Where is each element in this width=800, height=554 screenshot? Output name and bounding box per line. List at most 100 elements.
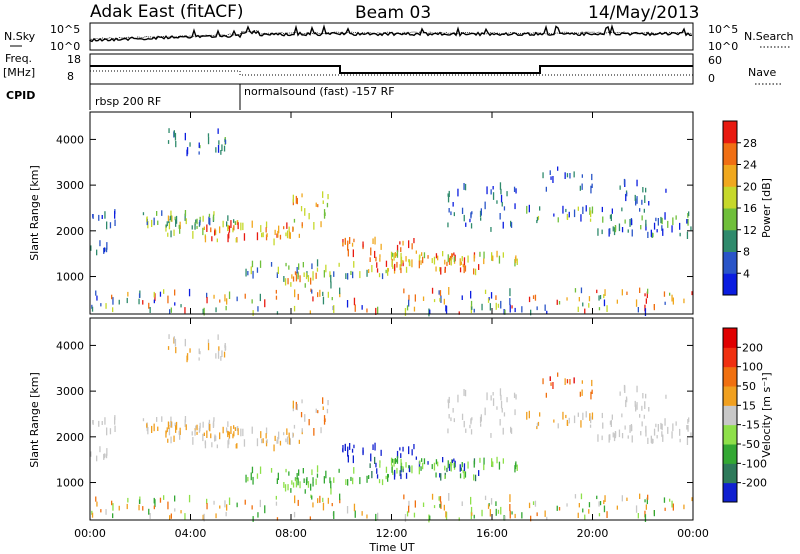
- power-echo: [687, 218, 689, 226]
- power-echo: [400, 256, 403, 265]
- colorbar-tick-label: 12: [743, 224, 757, 237]
- velocity-echo: [126, 503, 128, 510]
- power-echo: [438, 290, 440, 295]
- velocity-echo: [216, 444, 218, 449]
- velocity-echo: [581, 380, 583, 384]
- velocity-echo: [297, 499, 299, 506]
- x-tick-label: 08:00: [275, 527, 307, 540]
- power-echo: [167, 140, 170, 144]
- nsky-trace: [89, 24, 693, 43]
- velocity-echo: [251, 426, 253, 434]
- power-echo: [350, 270, 352, 275]
- power-echo: [496, 200, 498, 204]
- velocity-echo: [105, 454, 108, 459]
- velocity-echo: [331, 503, 333, 507]
- power-echo: [431, 287, 434, 294]
- velocity-echo: [300, 412, 303, 418]
- power-echo: [262, 232, 264, 238]
- power-echo: [465, 222, 467, 227]
- power-echo: [234, 221, 236, 225]
- velocity-echo: [352, 477, 354, 485]
- velocity-echo: [353, 467, 355, 474]
- power-echo: [236, 296, 238, 302]
- velocity-echo: [626, 497, 628, 501]
- power-echo: [558, 301, 561, 305]
- velocity-echo: [95, 496, 97, 502]
- power-echo: [311, 289, 313, 294]
- nsky-label: N.Sky: [4, 30, 36, 43]
- power-echo: [480, 208, 482, 216]
- power-echo: [333, 271, 335, 277]
- power-echo: [585, 205, 587, 212]
- velocity-echo: [686, 437, 689, 445]
- power-echo: [591, 183, 593, 188]
- power-echo: [266, 233, 268, 238]
- power-echo: [648, 201, 650, 206]
- velocity-echo: [99, 446, 101, 453]
- power-echo: [616, 299, 618, 304]
- power-echo: [459, 258, 461, 266]
- velocity-echo: [414, 500, 416, 508]
- power-echo: [228, 225, 231, 233]
- velocity-echo: [421, 458, 423, 462]
- power-echo: [242, 222, 244, 231]
- velocity-echo: [499, 388, 502, 396]
- power-echo: [310, 288, 312, 292]
- x-axis-label: Time UT: [368, 541, 414, 554]
- velocity-echo: [686, 425, 688, 430]
- colorbar-tick-label: 24: [743, 159, 757, 172]
- power-echo: [427, 255, 429, 259]
- x-tick-label: 12:00: [376, 527, 408, 540]
- velocity-echo: [285, 468, 287, 473]
- velocity-echo: [310, 494, 312, 498]
- velocity-echo: [450, 463, 452, 472]
- velocity-echo: [467, 461, 469, 469]
- velocity-echo: [657, 424, 659, 432]
- power-echo: [322, 291, 324, 296]
- nsky-frame: [89, 22, 694, 51]
- velocity-echo: [149, 513, 151, 519]
- power-echo: [636, 196, 638, 204]
- power-echo: [582, 206, 584, 214]
- velocity-echo: [169, 515, 171, 520]
- velocity-echo: [679, 428, 681, 436]
- velocity-echo: [240, 428, 242, 437]
- power-echo: [590, 210, 592, 218]
- power-echo: [202, 227, 204, 236]
- colorbar-segment: [723, 347, 737, 368]
- power-echo: [481, 303, 483, 311]
- power-echo: [500, 300, 502, 309]
- power-echo: [474, 268, 477, 276]
- power-echo: [573, 171, 575, 178]
- velocity-echo: [112, 503, 114, 511]
- power-echo: [322, 296, 325, 305]
- velocity-echo: [297, 477, 299, 486]
- power-echo: [667, 220, 669, 228]
- power-echo: [526, 205, 528, 214]
- colorbar-segment: [723, 273, 737, 296]
- power-echo: [644, 308, 647, 316]
- velocity-echo: [473, 514, 475, 519]
- velocity-echo: [528, 502, 531, 509]
- power-echo: [256, 232, 259, 241]
- power-echo: [400, 247, 402, 252]
- power-echo: [232, 227, 234, 233]
- velocity-echo: [442, 457, 444, 463]
- velocity-echo: [500, 506, 502, 515]
- power-echo: [631, 229, 633, 237]
- velocity-echo: [353, 444, 355, 449]
- power-echo: [178, 224, 180, 229]
- velocity-echo: [621, 433, 624, 439]
- power-echo: [624, 219, 626, 224]
- velocity-echo: [310, 483, 312, 491]
- velocity-echo: [539, 412, 541, 417]
- power-echo: [661, 217, 663, 225]
- velocity-echo: [266, 439, 268, 444]
- power-echo: [323, 209, 326, 216]
- velocity-echo: [311, 495, 313, 500]
- power-echo: [291, 274, 293, 279]
- power-echo: [312, 271, 314, 277]
- velocity-echo: [400, 473, 402, 480]
- velocity-echo: [501, 407, 503, 413]
- velocity-echo: [433, 505, 436, 509]
